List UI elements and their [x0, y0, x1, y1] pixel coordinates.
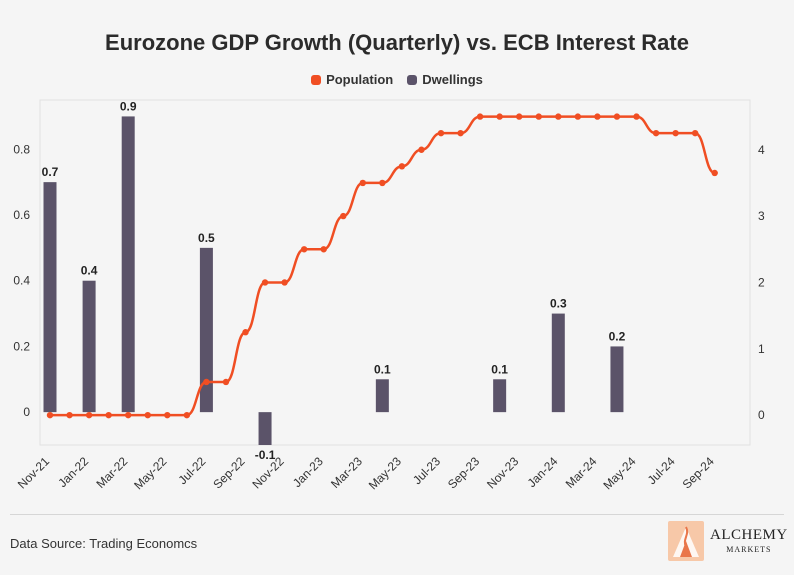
line-point-population — [672, 129, 679, 137]
x-tick-label: May-22 — [131, 454, 169, 492]
bar-dwellings — [551, 313, 565, 413]
data-source: Data Source: Trading Economcs — [10, 536, 198, 551]
line-point-population — [125, 411, 132, 419]
legend-label-population: Population — [326, 72, 394, 87]
line-point-population — [633, 113, 640, 120]
logo-mark-icon — [668, 521, 704, 561]
y-right-tick-label: 2 — [758, 275, 765, 289]
line-point-population — [555, 113, 562, 120]
line-point-population — [711, 169, 718, 177]
y-right-tick-label: 1 — [758, 342, 765, 356]
x-tick-label: Sep-22 — [210, 454, 247, 491]
legend-item-dwellings[interactable]: Dwellings — [407, 72, 483, 87]
bar-dwellings — [610, 346, 624, 413]
legend-label-dwellings: Dwellings — [422, 72, 483, 87]
x-tick-label: Sep-23 — [445, 454, 482, 491]
x-tick-label: Jan-23 — [290, 454, 326, 490]
line-point-population — [691, 129, 699, 137]
logo-wordmark: ALCHEMY — [710, 527, 788, 543]
line-point-population — [379, 179, 386, 187]
y-left-tick-label: 0 — [23, 405, 30, 419]
x-tick-label: Nov-21 — [15, 454, 52, 491]
line-point-population — [340, 212, 347, 220]
bar-data-label: 0.4 — [81, 264, 98, 278]
chart-title: Eurozone GDP Growth (Quarterly) vs. ECB … — [105, 30, 689, 55]
y-left-tick-label: 0.6 — [13, 208, 30, 222]
line-point-population — [203, 378, 210, 386]
bar-data-label: 0.1 — [491, 362, 508, 376]
x-tick-label: May-24 — [600, 454, 638, 492]
bar-dwellings — [82, 280, 96, 413]
line-point-population — [105, 411, 112, 419]
line-point-population — [398, 163, 406, 170]
x-tick-label: Jul-22 — [176, 454, 209, 487]
x-tick-label: Jul-23 — [410, 454, 443, 487]
line-point-population — [418, 146, 425, 153]
x-tick-label: Jul-24 — [645, 454, 678, 487]
line-point-population — [437, 129, 445, 137]
bar-dwellings — [121, 116, 135, 413]
line-point-population — [652, 129, 660, 137]
bar-data-label: 0.1 — [374, 362, 391, 376]
legend-swatch-population — [311, 74, 322, 85]
brand-logo: ALCHEMY MARKETS — [668, 521, 788, 561]
line-point-population — [457, 129, 464, 137]
x-tick-label: Mar-24 — [563, 454, 600, 491]
line-point-population — [496, 113, 503, 120]
x-tick-label: Jan-22 — [55, 454, 91, 490]
plot-frame — [39, 99, 751, 446]
line-point-population — [46, 411, 54, 419]
line-point-population — [320, 246, 327, 253]
legend: Population Dwellings — [0, 72, 794, 87]
line-point-population — [261, 279, 269, 286]
bar-data-label: 0.9 — [120, 99, 137, 113]
y-right-tick-label: 0 — [758, 408, 765, 422]
y-left-tick-label: 0.4 — [13, 274, 30, 288]
x-tick-label: Jan-24 — [525, 454, 561, 490]
line-point-population — [85, 411, 93, 419]
x-tick-label: Sep-24 — [680, 454, 717, 491]
line-point-population — [281, 279, 288, 286]
line-point-population — [516, 113, 523, 120]
line-point-population — [144, 411, 151, 419]
bar-dwellings — [493, 379, 507, 413]
y-right-tick-label: 4 — [758, 143, 765, 157]
y-left-tick-label: 0.2 — [13, 339, 30, 353]
bar-data-label: 0.2 — [609, 329, 626, 343]
bar-data-label: 0.3 — [550, 297, 567, 311]
footer-divider — [10, 514, 784, 515]
line-point-population — [222, 378, 230, 386]
bar-data-label: -0.1 — [255, 448, 276, 462]
line-point-population — [535, 113, 542, 120]
line-point-population — [476, 113, 484, 120]
line-point-population — [574, 113, 582, 120]
x-tick-label: Mar-23 — [328, 454, 365, 491]
line-point-population — [359, 179, 366, 187]
line-point-population — [164, 411, 171, 419]
x-tick-label: Mar-22 — [94, 454, 131, 491]
bar-dwellings — [43, 182, 57, 413]
bar-dwellings — [258, 412, 272, 445]
line-point-population — [594, 113, 601, 120]
bar-data-label: 0.5 — [198, 231, 215, 245]
line-point-population — [613, 113, 621, 120]
bar-dwellings — [199, 247, 213, 413]
line-point-population — [66, 411, 73, 419]
x-tick-label: Nov-23 — [484, 454, 521, 491]
y-right-tick-label: 3 — [758, 209, 765, 223]
legend-item-population[interactable]: Population — [311, 72, 393, 87]
chart-plot: 0 0.2 0.4 0.6 0.8 0 1 2 3 4 0.7 0.4 0.9 0.5 -0.1 0.1 0.1… — [13, 99, 765, 492]
logo-submark: MARKETS — [726, 545, 772, 554]
line-point-population — [183, 411, 191, 419]
x-tick-label: May-23 — [366, 454, 404, 492]
line-point-population — [300, 246, 308, 253]
bar-data-label: 0.7 — [42, 165, 59, 179]
y-left-tick-label: 0.8 — [13, 142, 30, 156]
line-point-population — [242, 329, 249, 336]
legend-swatch-dwellings — [407, 74, 418, 85]
bar-dwellings — [375, 379, 389, 413]
